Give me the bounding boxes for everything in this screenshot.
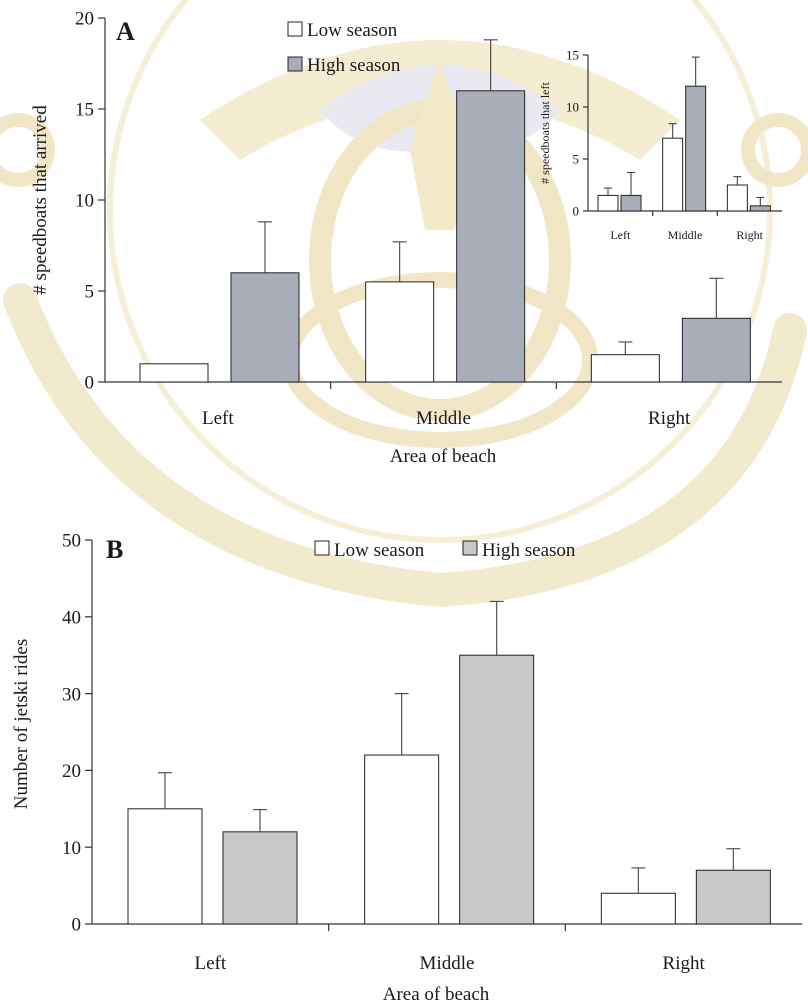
y-axis-label-b: Number of jetski rides xyxy=(11,639,32,809)
B-x-tick-label: Left xyxy=(195,953,227,974)
B-y-tick-label: 10 xyxy=(62,838,81,859)
legend-a: Low season High season xyxy=(287,20,401,76)
legend-a-high-swatch xyxy=(287,56,303,72)
B-bar-low-middle xyxy=(364,754,440,925)
legend-b: Low season High season xyxy=(314,540,576,561)
A-x-tick-label: Left xyxy=(202,408,234,429)
panel-a: A Low season High season 0 5 10 15 20 Left Mid… xyxy=(30,9,782,467)
B-y-tick-label: 20 xyxy=(62,761,81,782)
A-y-tick-label: 15 xyxy=(75,100,94,121)
A-y-tick-label: 0 xyxy=(85,373,95,394)
B-x-tick-label: Middle xyxy=(420,953,475,974)
y-axis-label-a-inset: # speedboats that left xyxy=(538,82,552,184)
x-axis-label-a: Area of beach xyxy=(390,446,497,467)
A-inset-x-tick-label: Middle xyxy=(668,228,703,242)
y-axis-label-a: # speedboats that arrived xyxy=(30,105,51,295)
A-y-tick-label: 20 xyxy=(75,9,94,30)
A-inset-y-tick-label: 5 xyxy=(573,152,580,167)
B-y-tick-label: 30 xyxy=(62,684,81,705)
legend-b-high-swatch xyxy=(462,540,478,556)
A-inset-bar-low-right xyxy=(726,184,748,212)
B-bar-high-middle xyxy=(459,654,535,925)
A-y-tick-label: 5 xyxy=(85,282,95,303)
legend-a-high-label: High season xyxy=(307,55,401,76)
A-bar-low-right xyxy=(590,354,660,383)
A-inset-bar-high-middle xyxy=(685,85,707,212)
A-inset-bar-low-middle xyxy=(662,137,684,212)
A-inset-bar-high-right xyxy=(749,205,771,212)
B-bar-low-left xyxy=(127,808,203,925)
A-bar-high-left xyxy=(230,272,300,383)
A-bar-low-left xyxy=(139,363,209,383)
axes-a-inset: 0 5 10 15 Left Middle Right xyxy=(566,48,782,242)
axes-a: 0 5 10 15 20 Left Middle Right xyxy=(75,9,782,429)
A-x-tick-label: Middle xyxy=(416,408,471,429)
A-inset-bar-high-left xyxy=(620,194,642,212)
A-inset-y-tick-label: 0 xyxy=(573,204,580,219)
panel-b: B Low season High season 0 10 20 30 40 50 Left… xyxy=(11,531,802,1004)
A-y-tick-label: 10 xyxy=(75,191,94,212)
legend-b-low-swatch xyxy=(314,540,330,556)
B-bar-low-right xyxy=(600,892,676,925)
x-axis-label-b: Area of beach xyxy=(383,984,490,1004)
A-inset-y-tick-label: 10 xyxy=(566,100,579,115)
B-x-tick-label: Right xyxy=(663,953,706,974)
A-bar-high-middle xyxy=(456,90,526,383)
A-bar-high-right xyxy=(681,317,751,383)
legend-b-low-label: Low season xyxy=(334,540,425,561)
legend-a-low-label: Low season xyxy=(307,20,398,41)
legend-b-high-label: High season xyxy=(482,540,576,561)
B-bar-high-right xyxy=(695,869,771,925)
axes-b: 0 10 20 30 40 50 Left Middle Right xyxy=(62,531,802,974)
A-inset-y-tick-label: 15 xyxy=(566,48,579,63)
legend-a-low-swatch xyxy=(287,21,303,37)
A-x-tick-label: Right xyxy=(648,408,691,429)
B-bar-high-left xyxy=(222,831,298,925)
A-inset-bar-low-left xyxy=(597,194,619,212)
A-inset-x-tick-label: Left xyxy=(610,228,631,242)
A-inset-x-tick-label: Right xyxy=(736,228,763,242)
B-y-tick-label: 50 xyxy=(62,531,81,552)
B-y-tick-label: 0 xyxy=(72,915,82,936)
panel-label-a: A xyxy=(116,17,135,46)
B-y-tick-label: 40 xyxy=(62,607,81,628)
A-bar-low-middle xyxy=(365,281,435,383)
panel-label-b: B xyxy=(106,535,123,564)
